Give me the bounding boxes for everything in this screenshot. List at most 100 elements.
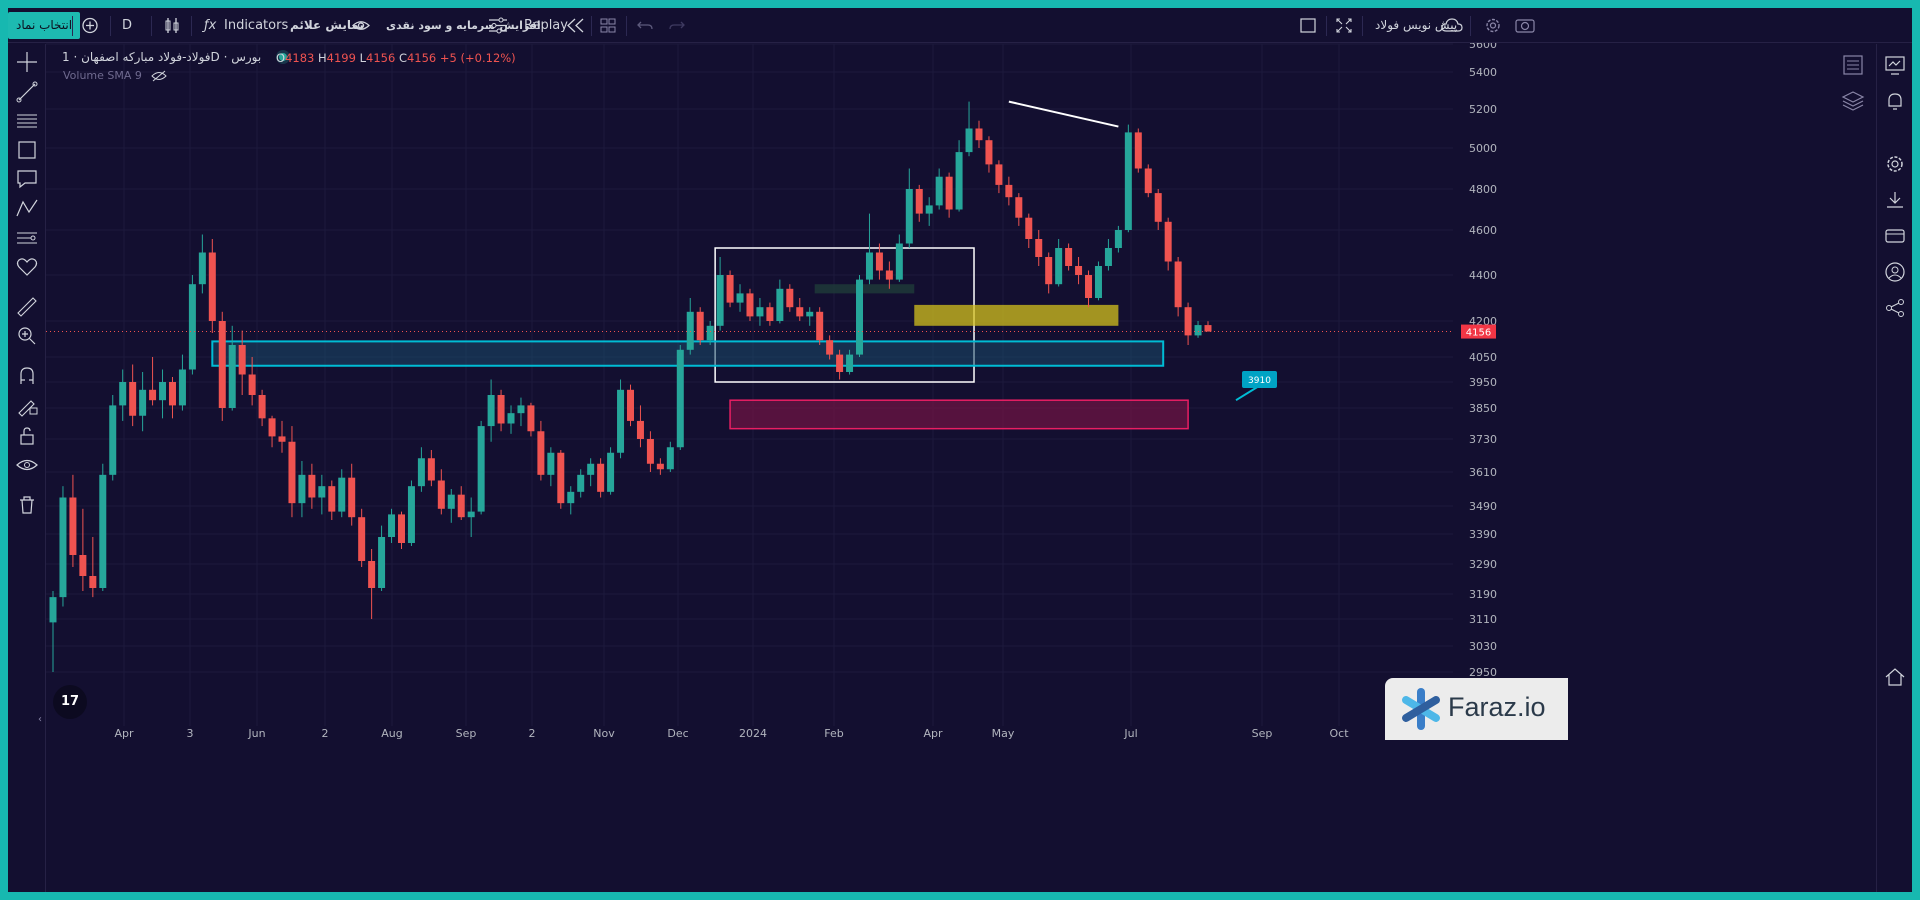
trend-line-icon[interactable] [13,78,41,106]
unlock-icon[interactable] [13,422,41,450]
pink-zone [730,400,1188,428]
cloud-icon[interactable] [1440,8,1464,43]
candle-body [508,413,515,423]
candle-body [1155,193,1162,222]
replay-rewind-icon[interactable] [564,8,586,43]
user-profile-icon[interactable] [1882,259,1908,285]
watermark-text: Faraz.io [1448,692,1546,723]
settings-sliders-icon[interactable] [487,8,509,43]
open-key: O [276,51,285,65]
price-chart[interactable]: 3910560054005200500048004600440042004050… [8,8,1912,892]
redo-icon[interactable] [668,8,686,43]
alert-bell-icon[interactable] [1882,88,1908,114]
time-tick-label: 3 [187,727,194,740]
settings-gear-icon[interactable] [1882,151,1908,177]
time-tick-label: Apr [923,727,943,740]
camera-icon[interactable] [1514,8,1536,43]
chart-right-side-tools [1830,44,1876,892]
capital-increase-button[interactable]: افزایش سرمایه و سود نقدی [386,8,541,43]
pattern-icon[interactable] [13,194,41,222]
ruler-icon[interactable] [13,293,41,321]
candle-body [727,275,734,303]
candle-body [1065,248,1072,266]
ohlc-values: O4183 H4199 L4156 C4156 +5 (+0.12%) [276,51,516,65]
candle-body [557,453,564,503]
interval-button[interactable]: D [122,8,132,43]
time-tick-label: Apr [114,727,134,740]
undo-icon[interactable] [636,8,654,43]
candle-body [119,382,126,405]
home-icon[interactable] [1882,664,1908,690]
time-tick-label: May [992,727,1015,740]
time-tick-label: Nov [593,727,615,740]
price-tick-label: 3850 [1469,402,1497,415]
last-price-label: 4156 [1466,328,1491,339]
lock-drawing-icon[interactable] [13,392,41,420]
candle-body [1025,218,1032,239]
price-tick-label: 5400 [1469,66,1497,79]
candle-body [1135,132,1142,168]
card-icon[interactable] [1882,223,1908,249]
candle-body [956,152,963,209]
candle-body [936,177,943,206]
hidden-eye-icon[interactable] [151,70,167,82]
magnet-icon[interactable] [13,362,41,390]
candle-body [348,478,355,518]
tradingview-logo[interactable]: 17 [53,685,87,719]
expand-icon[interactable] [1334,8,1354,43]
settings-gear-icon[interactable] [1482,8,1504,43]
candle-body [886,271,893,280]
price-tick-label: 4050 [1469,351,1497,364]
candle-body [418,458,425,486]
layers-icon[interactable] [1840,88,1866,114]
rectangle-icon[interactable] [13,136,41,164]
symbol-legend: فولاد-فولاد مبارکه اصفهان · 1D · بورس [62,50,287,64]
time-tick-label: Feb [824,727,843,740]
fib-levels-icon[interactable] [13,107,41,135]
candle-body [448,495,455,509]
replay-button[interactable]: Replay [524,8,568,43]
time-tick-label: 2024 [739,727,767,740]
zoom-in-icon[interactable] [13,322,41,350]
indicators-button[interactable]: Indicators [224,8,288,43]
symbol-search-button[interactable]: انتخاب نماد [8,12,80,39]
trash-icon[interactable] [13,491,41,519]
download-icon[interactable] [1882,187,1908,213]
candle-body [338,478,345,512]
candle-body [856,280,863,355]
indicators-icon[interactable]: ƒx [204,8,220,43]
annotation-pointer [1236,386,1259,400]
symbol-title[interactable]: فولاد-فولاد مبارکه اصفهان · 1D · بورس [62,50,261,64]
collapse-arrow-icon[interactable]: ‹ [38,714,42,725]
time-tick-label: Dec [667,727,688,740]
object-tree-icon[interactable] [1840,52,1866,78]
candle-body [717,275,724,326]
eye-icon[interactable] [351,8,371,43]
candle-body [478,426,485,512]
candle-body [707,326,714,340]
hide-eye-icon[interactable] [13,451,41,479]
candles-icon[interactable] [161,8,183,43]
candle-body [816,312,823,340]
volume-label[interactable]: Volume SMA 9 [63,69,142,82]
monitor-chart-icon[interactable] [1882,52,1908,78]
candle-body [1085,275,1092,298]
price-tick-label: 3110 [1469,613,1497,626]
candle-body [139,390,146,416]
prediction-icon[interactable] [13,224,41,252]
add-symbol-icon[interactable] [76,8,104,43]
fullscreen-window-icon[interactable] [1298,8,1318,43]
layout-grid-icon[interactable] [598,8,618,43]
candle-body [647,439,654,464]
crosshair-icon[interactable] [13,48,41,76]
candle-body [697,312,704,340]
candle-body [1055,248,1062,284]
text-note-icon[interactable] [13,165,41,193]
candle-body [308,475,315,498]
favorites-heart-icon[interactable] [13,253,41,281]
share-icon[interactable] [1882,295,1908,321]
candle-body [617,390,624,453]
candle-body [179,370,186,406]
price-tick-label: 3490 [1469,500,1497,513]
time-tick-label: Jun [247,727,265,740]
